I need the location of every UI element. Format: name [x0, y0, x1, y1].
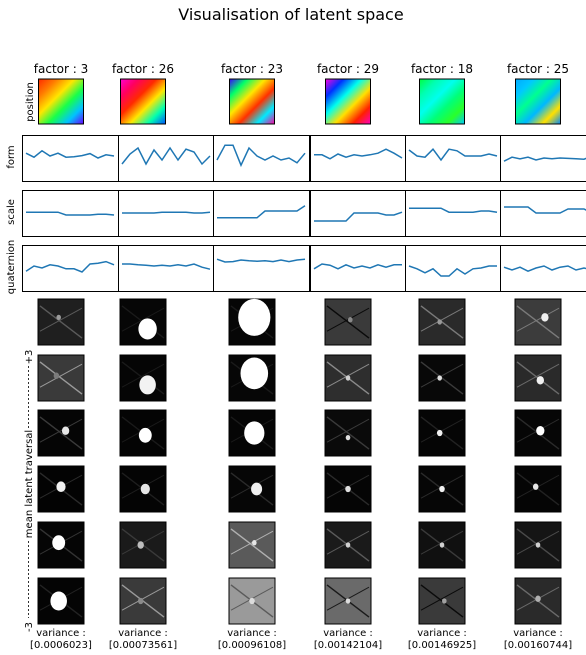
- position-map: [230, 79, 275, 124]
- traversal-blob: [50, 591, 67, 610]
- traversal-blob: [541, 313, 548, 321]
- traversal-minus-label: -3: [24, 622, 35, 632]
- traversal-blob: [536, 542, 541, 547]
- traversal-blob: [241, 358, 269, 390]
- traversal-blob: [137, 541, 143, 548]
- position-map: [121, 79, 166, 124]
- traversal-blob: [348, 317, 353, 322]
- factor-label: factor : 3: [34, 62, 88, 76]
- traversal-blob: [139, 375, 156, 394]
- factor-label: factor : 29: [317, 62, 379, 76]
- traversal-blob: [346, 598, 351, 603]
- traversal-blob: [141, 484, 150, 495]
- traversal-blob: [437, 430, 443, 436]
- variance-value: [0.00073561]: [109, 640, 177, 651]
- traversal-blob: [138, 598, 144, 604]
- row-label-position: position: [25, 82, 36, 122]
- form-plot-frame: [119, 136, 215, 182]
- traversal-blob: [345, 486, 351, 492]
- traversal-blob: [62, 426, 69, 434]
- factor-label: factor : 23: [221, 62, 283, 76]
- traversal-blob: [138, 318, 156, 339]
- variance-value: [0.0006023]: [30, 640, 92, 651]
- quaternion-plot-frame: [214, 246, 310, 292]
- traversal-blob: [54, 373, 60, 379]
- traversal-blob: [442, 598, 447, 603]
- position-map: [516, 79, 561, 124]
- traversal-blob: [52, 535, 65, 550]
- traversal-blob: [249, 598, 255, 604]
- form-plot-frame: [406, 136, 502, 182]
- traversal-blob: [439, 486, 445, 492]
- variance-label: variance :: [323, 628, 373, 639]
- form-plot-frame: [311, 136, 407, 182]
- variance-label: variance :: [118, 628, 168, 639]
- traversal-blob: [244, 421, 264, 444]
- position-map: [39, 79, 84, 124]
- traversal-blob: [346, 375, 351, 380]
- traversal-blob: [536, 426, 544, 436]
- row-label-form: form: [6, 145, 17, 168]
- quaternion-plot-frame: [119, 246, 215, 292]
- variance-label: variance :: [227, 628, 277, 639]
- position-map: [326, 79, 371, 124]
- traversal-blob: [252, 540, 257, 545]
- traversal-blob: [537, 376, 544, 384]
- factor-label: factor : 25: [507, 62, 569, 76]
- traversal-blob: [346, 542, 351, 547]
- factor-label: factor : 18: [411, 62, 473, 76]
- traversal-blob: [437, 375, 442, 380]
- traversal-blob: [535, 596, 541, 602]
- traversal-blob: [56, 481, 65, 492]
- variance-value: [0.00146925]: [408, 640, 476, 651]
- variance-value: [0.00096108]: [218, 640, 286, 651]
- variance-label: variance :: [513, 628, 563, 639]
- traversal-blob: [437, 319, 442, 324]
- row-label-quaternion: quaternion: [6, 240, 17, 294]
- form-plot-frame: [23, 136, 119, 182]
- traversal-blob: [440, 542, 445, 547]
- traversal-axis-label: mean latent traversal: [24, 430, 35, 538]
- traversal-blob: [238, 299, 270, 336]
- variance-value: [0.00160744]: [504, 640, 572, 651]
- traversal-blob: [251, 483, 262, 496]
- traversal-blob: [346, 435, 351, 440]
- scale-plot-line: [122, 212, 210, 213]
- traversal-blob: [139, 428, 152, 443]
- variance-value: [0.00142104]: [314, 640, 382, 651]
- figure-title: Visualisation of latent space: [178, 5, 403, 24]
- quaternion-plot-frame: [311, 246, 407, 292]
- variance-label: variance :: [417, 628, 467, 639]
- traversal-blob: [533, 484, 539, 490]
- quaternion-plot-frame: [406, 246, 502, 292]
- scale-plot-frame: [406, 191, 502, 237]
- variance-label: variance :: [36, 628, 86, 639]
- factor-label: factor : 26: [112, 62, 174, 76]
- traversal-blob: [56, 315, 61, 320]
- position-map: [420, 79, 465, 124]
- row-label-scale: scale: [6, 199, 17, 225]
- traversal-plus-label: +3: [24, 350, 35, 365]
